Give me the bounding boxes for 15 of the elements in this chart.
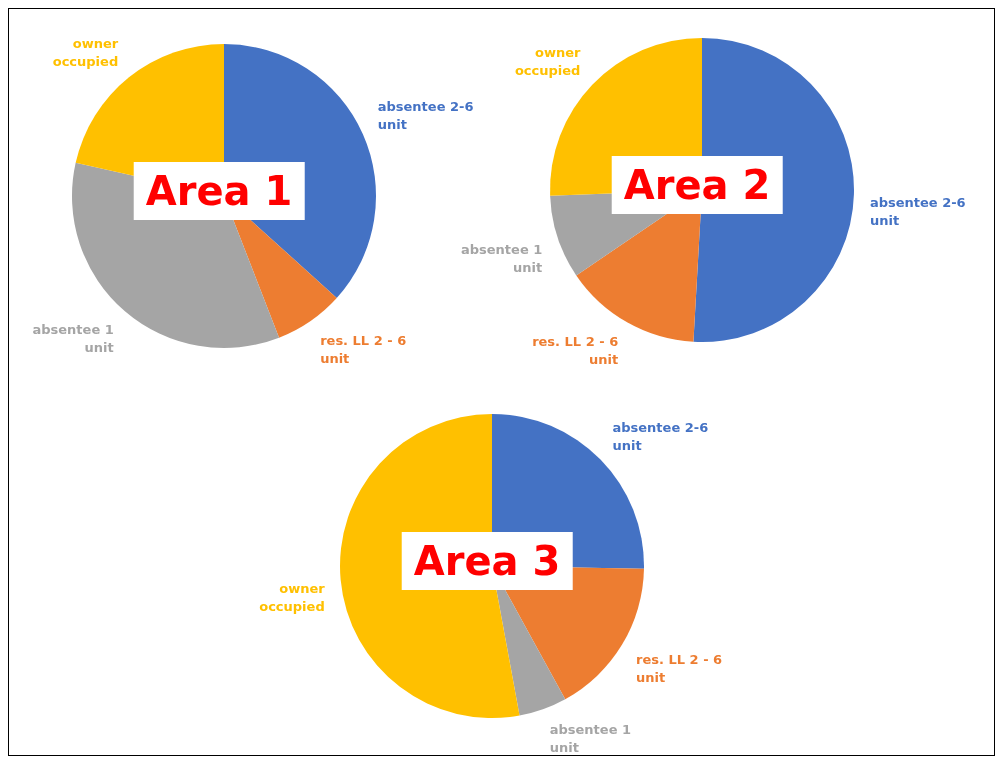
text: Area 1: [133, 162, 305, 220]
slice-label: owner occupied: [259, 581, 326, 615]
slice-label: res. LL 2 - 6 unit: [320, 332, 407, 366]
slice-label: res. LL 2 - 6 unit: [532, 334, 619, 368]
text: Area 3: [401, 532, 573, 590]
slice-label: owner occupied: [514, 44, 581, 78]
slice-label: absentee 1 unit: [460, 241, 543, 275]
slice-label: absentee 2-6 unit: [377, 98, 474, 132]
text: Area 2: [611, 156, 783, 214]
slice-label: owner occupied: [52, 36, 119, 70]
slice-label: res. LL 2 - 6 unit: [636, 651, 723, 685]
slice-label: absentee 2-6 unit: [869, 194, 966, 228]
slice-label: absentee 1 unit: [32, 321, 114, 355]
slice-label: absentee 1 unit: [549, 722, 632, 756]
slice-label: absentee 2-6 unit: [612, 419, 709, 453]
